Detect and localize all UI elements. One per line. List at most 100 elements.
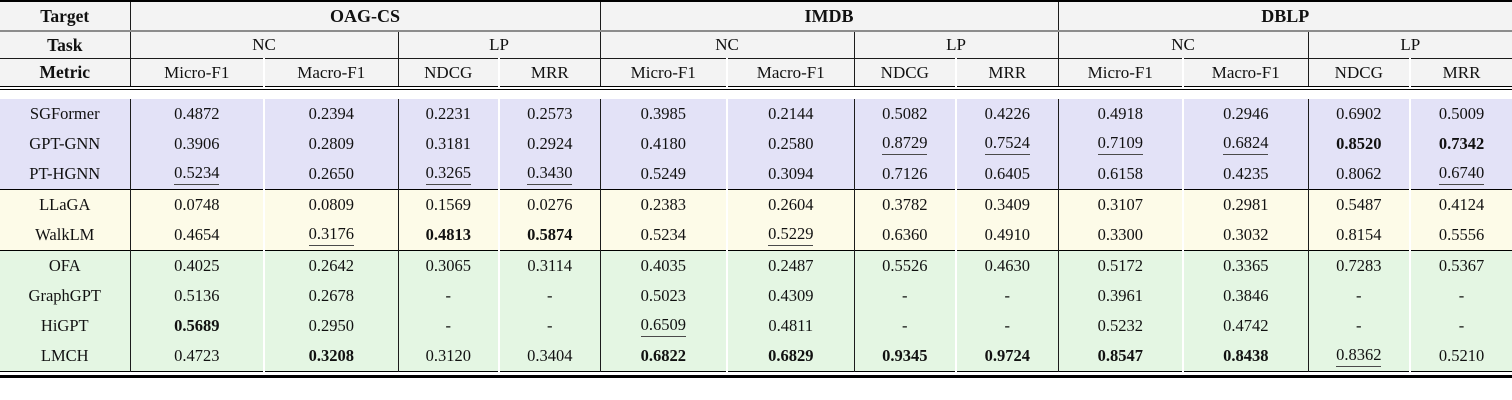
metric-value-cell: 0.3114	[497, 250, 601, 281]
metric-value: 0.3120	[425, 346, 471, 365]
metric-value-cell: 0.3181	[397, 129, 499, 159]
metric-value: 0.3181	[425, 134, 471, 153]
task-header-cell: NC	[1057, 31, 1309, 59]
target-row-label: Target	[0, 0, 130, 32]
model-name-cell: OFA	[0, 250, 130, 281]
metric-value: -	[1004, 286, 1011, 305]
metric-value-cell: 0.5023	[599, 281, 728, 311]
metric-value: 0.2394	[308, 104, 354, 123]
metric-value: 0.3365	[1223, 256, 1269, 275]
bottom-thin-rule	[0, 371, 1512, 375]
metric-value: 0.8438	[1223, 346, 1269, 365]
metric-header-cell: Micro-F1	[599, 58, 728, 87]
metric-value: 0.3094	[768, 164, 814, 183]
metric-value: 0.4025	[174, 256, 220, 275]
metric-value: 0.8729	[882, 134, 928, 155]
metric-header-cell: MRR	[497, 58, 601, 87]
metric-value: 0.6158	[1097, 164, 1143, 183]
model-name-cell: PT-HGNN	[29, 164, 101, 183]
metric-value: 0.4918	[1097, 104, 1143, 123]
table-header: Target OAG-CS IMDB DBLP Task NC LP NC LP NC LP …	[0, 0, 1512, 100]
table-row: GraphGPT 0.5136 0.2678 - - 0.5023 0.4309 - - 0.39…	[0, 281, 1512, 311]
metric-value: 0.5487	[1336, 195, 1382, 214]
metric-value-cell: 0.7524	[955, 129, 1059, 159]
metric-value: 0.8362	[1336, 346, 1382, 367]
metric-value: 0.6822	[640, 346, 686, 365]
metric-header-cell: MRR	[1409, 58, 1512, 87]
metric-value-cell: 0.6158	[1057, 159, 1184, 190]
metric-value: -	[1356, 316, 1362, 335]
metric-value-cell: 0.5556	[1409, 220, 1512, 251]
metric-value: 0.2642	[308, 256, 354, 275]
metric-value-cell: 0.4723	[129, 341, 264, 372]
metric-value-cell: 0.6405	[955, 159, 1059, 190]
table-row: SGFormer 0.4872 0.2394 0.2231 0.2573 0.3985 0.…	[0, 99, 1512, 129]
metric-value-cell: 0.5367	[1409, 250, 1512, 281]
metric-value-cell: 0.3846	[1182, 281, 1309, 311]
metric-value-cell: 0.8438	[1182, 341, 1309, 372]
table-row: GPT-GNN 0.3906 0.2809 0.3181 0.2924 0.4180 0.2…	[0, 129, 1512, 159]
target-header-cell: OAG-CS	[129, 0, 601, 32]
metric-value: 0.2383	[640, 195, 686, 214]
metric-value-cell: -	[853, 311, 957, 341]
metric-value-cell: 0.5082	[853, 99, 957, 129]
metric-value-cell: 0.5874	[497, 220, 601, 251]
metric-value: 0.7126	[882, 164, 928, 183]
metric-value: 0.0276	[527, 195, 573, 214]
metric-value-cell: 0.2642	[263, 250, 398, 281]
metric-value: 0.3032	[1223, 225, 1269, 244]
metric-value: 0.5556	[1438, 225, 1485, 244]
metric-value-cell: -	[1307, 281, 1411, 311]
metric-value-cell: 0.7342	[1409, 129, 1512, 159]
metric-value-cell: 0.5136	[129, 281, 264, 311]
metric-value-cell: 0.8154	[1307, 220, 1411, 251]
metric-value-cell: 0.0748	[129, 189, 264, 220]
metric-value: 0.2981	[1223, 195, 1269, 214]
metric-value: -	[547, 286, 553, 305]
metric-value-cell: 0.6509	[599, 311, 728, 341]
header-body-gap	[0, 90, 1512, 100]
metric-value: 0.3265	[425, 164, 471, 185]
metric-value-cell: 0.4872	[129, 99, 264, 129]
model-name-cell: LMCH	[40, 346, 89, 365]
metric-value: 0.3114	[527, 256, 573, 275]
metric-value-cell: 0.2809	[263, 129, 398, 159]
metric-value-cell: 0.4309	[726, 281, 855, 311]
metric-value: 0.3430	[527, 164, 573, 185]
metric-value-cell: 0.4811	[726, 311, 855, 341]
metric-value: 0.7283	[1336, 256, 1382, 275]
metric-value: 0.2604	[768, 195, 814, 214]
metric-value: 0.5172	[1097, 256, 1143, 275]
metric-value-cell: -	[397, 311, 499, 341]
table-row: WalkLM 0.4654 0.3176 0.4813 0.5874 0.5234 0.52…	[0, 220, 1512, 251]
metric-value: 0.3846	[1223, 286, 1269, 305]
metric-value-cell: 0.3094	[726, 159, 855, 190]
table-row: PT-HGNN 0.5234 0.2650 0.3265 0.3430 0.5249 0.3…	[0, 159, 1512, 190]
metric-header-cell: Macro-F1	[263, 58, 398, 87]
metric-value-cell: 0.2573	[497, 99, 601, 129]
metric-value: -	[445, 286, 452, 305]
metric-value-cell: -	[955, 281, 1059, 311]
metric-value-cell: 0.3265	[397, 159, 499, 190]
metric-value-cell: 0.3782	[853, 189, 957, 220]
metric-value: 0.6405	[984, 164, 1030, 183]
metric-value-cell: 0.0276	[497, 189, 601, 220]
metric-value-cell: 0.6740	[1409, 159, 1512, 190]
task-header-cell: NC	[599, 31, 855, 59]
metric-value-cell: -	[955, 311, 1059, 341]
metric-header-cell: Micro-F1	[129, 58, 264, 87]
metric-value-cell: 0.3985	[599, 99, 728, 129]
metric-value-cell: 0.3365	[1182, 250, 1309, 281]
metric-value: 0.4910	[984, 225, 1030, 244]
metric-value-cell: -	[497, 281, 601, 311]
metric-value-cell: 0.6829	[726, 341, 855, 372]
metric-value: 0.4235	[1223, 164, 1269, 183]
metric-value-cell: 0.8547	[1057, 341, 1184, 372]
metric-value-cell: 0.3430	[497, 159, 601, 190]
metric-value: 0.5082	[882, 104, 928, 123]
metric-value-cell: 0.2144	[726, 99, 855, 129]
metric-value-cell: 0.2924	[497, 129, 601, 159]
metric-value-cell: 0.3404	[497, 341, 601, 372]
metric-value-cell: -	[1409, 311, 1512, 341]
metric-value-cell: 0.4910	[955, 220, 1059, 251]
